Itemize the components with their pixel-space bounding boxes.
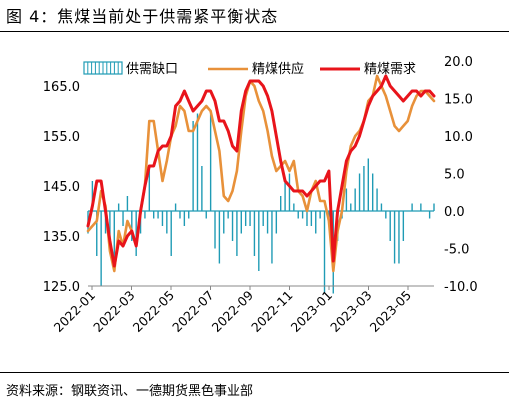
- x-tick-label: 2022-11: [248, 288, 296, 336]
- y-right-tick-label: 10.0: [444, 130, 473, 145]
- gap-bars: [87, 113, 435, 294]
- x-tick-label: 2022-05: [130, 288, 178, 336]
- legend-label: 精煤供应: [252, 61, 304, 77]
- source-note: 资料来源：钢联资讯、一德期货黑色事业部: [6, 384, 254, 399]
- source-rule: [0, 372, 509, 373]
- y-right-tick-label: -5.0: [444, 243, 469, 258]
- legend-label: 精煤需求: [364, 62, 416, 77]
- x-tick-label: 2023-01: [288, 288, 336, 336]
- y-left-tick-label: 135.0: [43, 230, 80, 245]
- y-right-tick-label: 0.0: [444, 205, 465, 220]
- y-left-tick-label: 165.0: [43, 80, 80, 95]
- x-tick-label: 2022-07: [169, 288, 217, 336]
- series-lines: [86, 74, 436, 273]
- x-axis: 2022-012022-032022-052022-072022-092022-…: [51, 285, 434, 336]
- y-left-axis: 125.0 135.0 145.0 155.0 165.0: [43, 80, 80, 295]
- x-tick-label: 2023-03: [327, 288, 375, 336]
- legend: 供需缺口 精煤供应 精煤需求: [83, 61, 416, 77]
- y-right-tick-label: 20.0: [444, 55, 473, 70]
- figure-title: 图 4：焦煤当前处于供需紧平衡状态: [6, 7, 279, 26]
- x-tick-label: 2022-09: [209, 287, 257, 335]
- y-right-tick-label: -10.0: [444, 280, 478, 295]
- y-left-tick-label: 155.0: [43, 130, 80, 145]
- y-left-tick-label: 125.0: [43, 280, 80, 295]
- x-tick-label: 2022-03: [90, 288, 138, 336]
- y-right-axis: -10.0 -5.0 0.0 5.0 10.0 15.0 20.0: [444, 55, 478, 295]
- series-line: [86, 74, 436, 268]
- series-line: [86, 74, 436, 273]
- y-left-tick-label: 145.0: [43, 180, 80, 195]
- legend-label: 供需缺口: [126, 62, 178, 77]
- title-rule: [0, 31, 509, 32]
- y-right-tick-label: 5.0: [444, 168, 465, 183]
- x-tick-label: 2023-05: [367, 288, 415, 336]
- y-right-tick-label: 15.0: [444, 93, 473, 108]
